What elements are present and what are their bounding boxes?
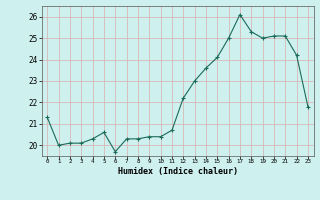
X-axis label: Humidex (Indice chaleur): Humidex (Indice chaleur) [118, 167, 237, 176]
